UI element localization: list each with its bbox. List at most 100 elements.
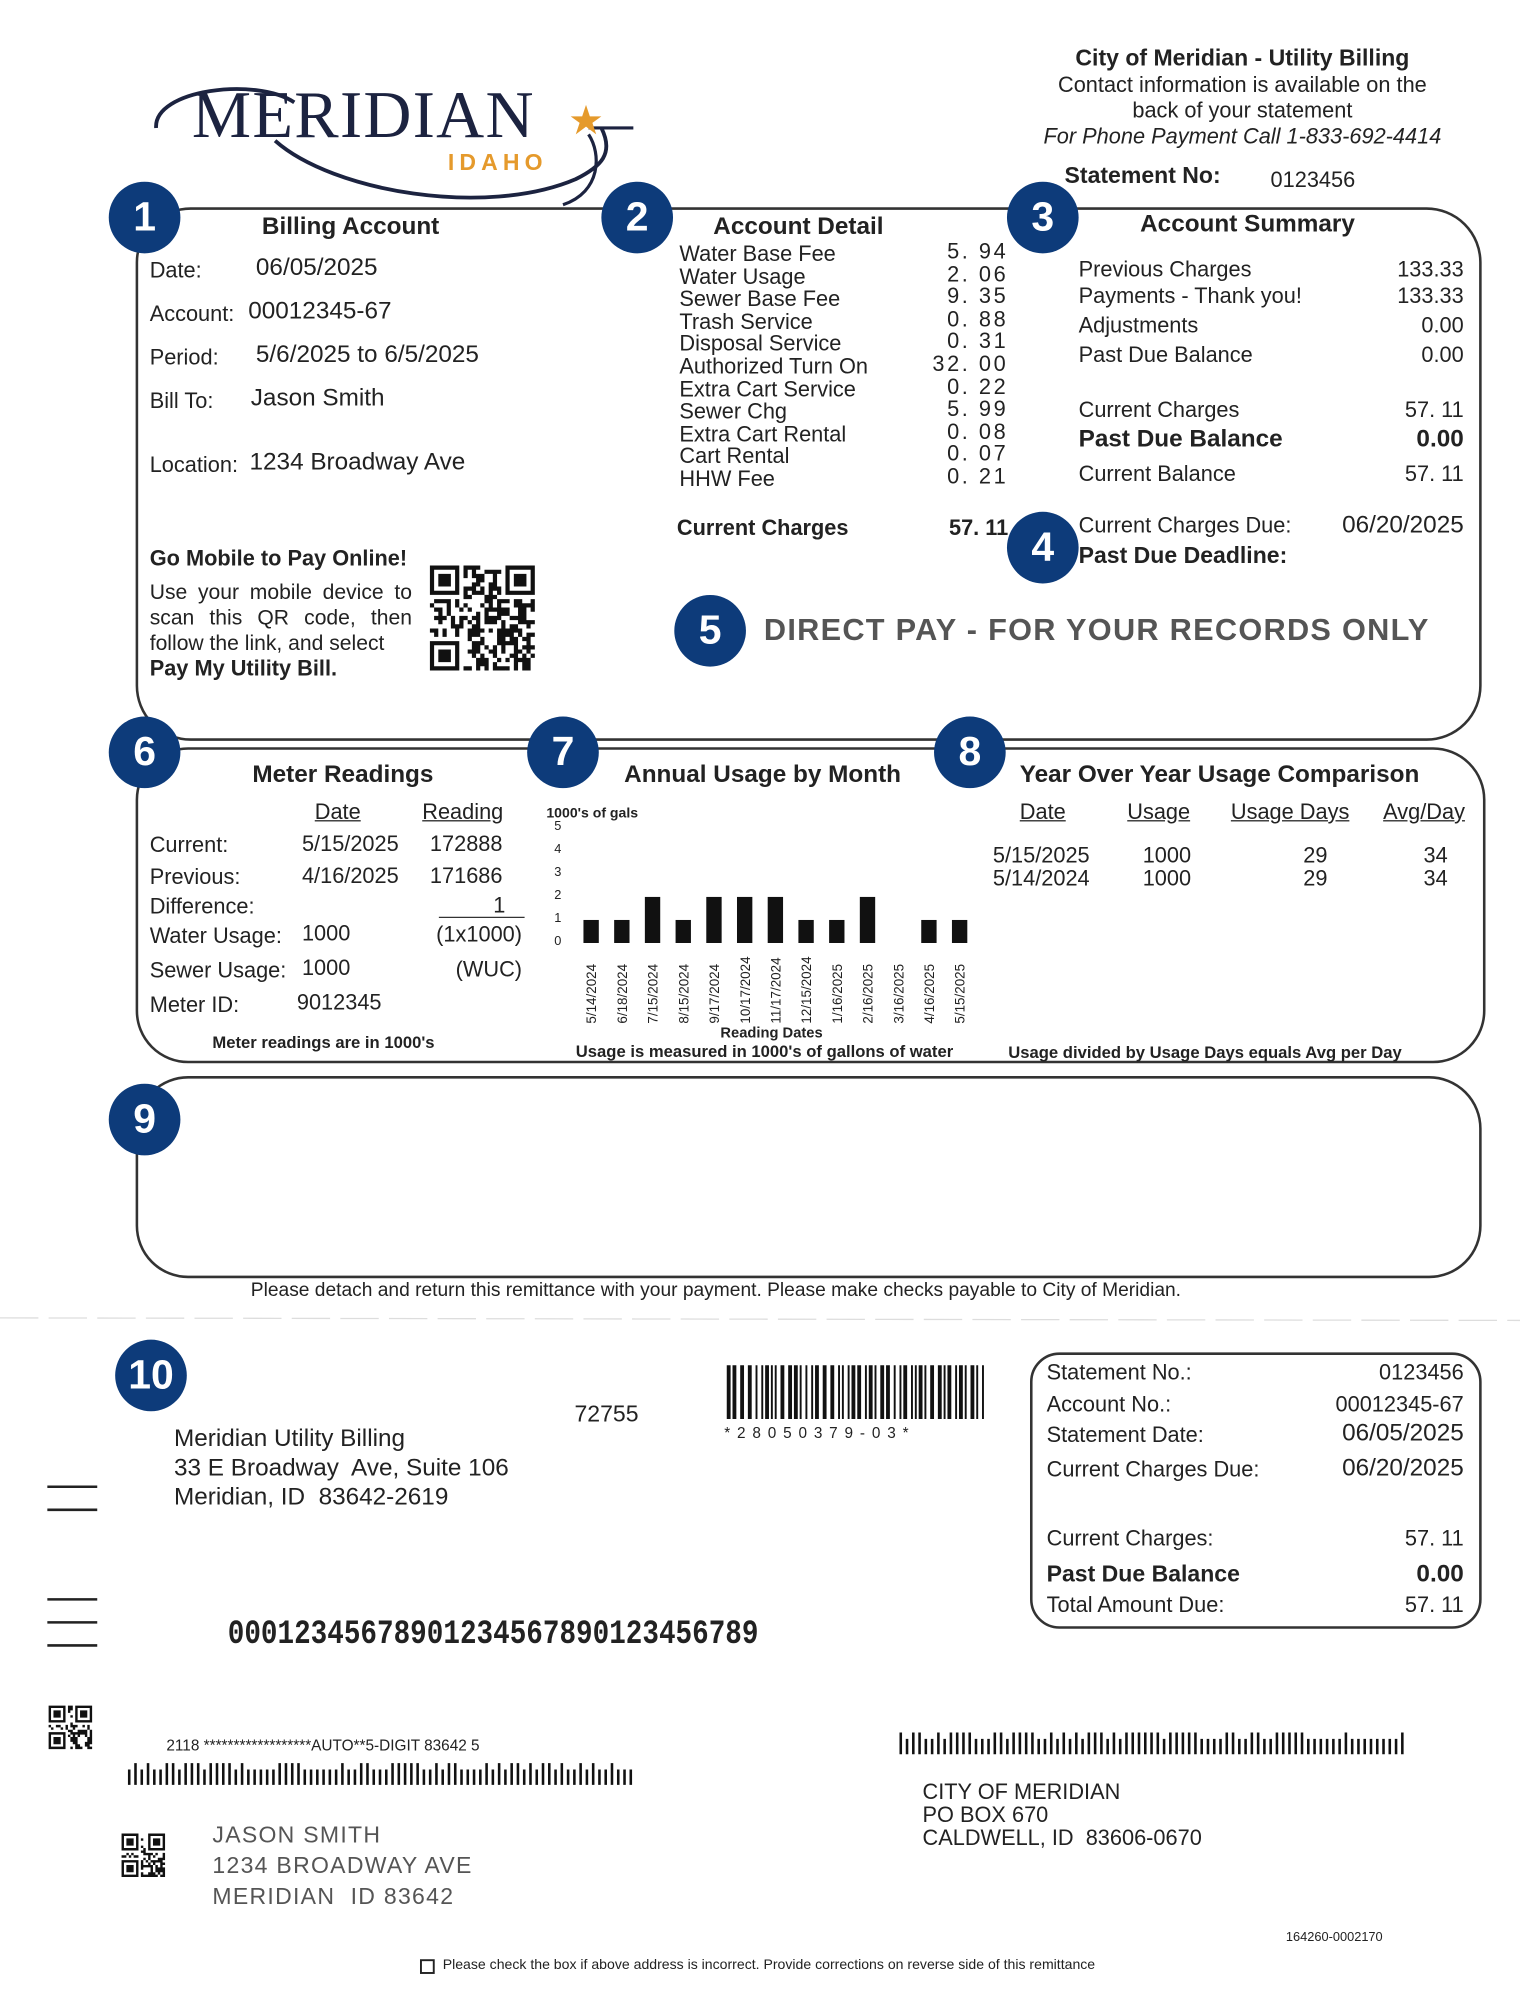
contact: back of your statement	[1132, 98, 1353, 123]
remit-value: 57. 11	[1404, 1592, 1464, 1618]
charge-value: 0. 88	[947, 306, 1009, 332]
field-label: Date:	[149, 258, 202, 283]
promo-text: Use your mobile device to scan this QR c…	[149, 580, 412, 656]
side-marks	[47, 1485, 98, 1647]
barcode-text: * 2 8 0 5 0 3 7 9 - 0 3 *	[724, 1424, 910, 1442]
x-tick-label: 7/15/2024	[646, 963, 661, 1023]
bar	[767, 896, 784, 943]
charge-label: Authorized Turn On	[679, 354, 869, 379]
check-note: Please check the box if above address is…	[442, 1957, 1096, 1973]
charge-value: 0. 08	[947, 419, 1009, 444]
chart-title: Annual Usage by Month	[624, 761, 902, 789]
marker-circle	[108, 716, 181, 789]
summary-value: 57. 11	[1404, 397, 1464, 423]
remit-value: 06/20/2025	[1342, 1454, 1464, 1482]
charge-label: Sewer Chg	[679, 399, 788, 424]
x-axis-label: Reading Dates	[720, 1026, 823, 1042]
phone: For Phone Payment Call 1-833-692-4414	[1043, 124, 1442, 149]
charge-label: Extra Cart Service	[679, 376, 856, 402]
checkbox[interactable]	[419, 1959, 435, 1974]
return-address: 33 E Broadway Ave, Suite 106	[174, 1454, 509, 1482]
total-label: Current Charges	[676, 515, 849, 540]
deadline-label: Past Due Deadline:	[1078, 542, 1288, 569]
yoy-days: 29	[1303, 866, 1328, 891]
charge-value: 0. 07	[947, 441, 1009, 467]
x-tick-label: 12/15/2024	[799, 956, 814, 1024]
field-value: 06/05/2025	[255, 254, 378, 282]
reading-label: Sewer Usage:	[149, 958, 287, 983]
qr-code	[48, 1705, 93, 1750]
section-title: Billing Account	[261, 213, 440, 241]
bar	[614, 919, 630, 943]
column-header: Reading	[422, 799, 504, 824]
reading-date: 4/16/2025	[301, 863, 399, 888]
summary-value: 133.33	[1397, 284, 1464, 309]
top-box	[135, 207, 1482, 741]
y-tick-label: 3	[554, 864, 561, 879]
footnote: Usage is measured in 1000's of gallons o…	[575, 1041, 954, 1061]
y-tick-label: 4	[554, 841, 561, 856]
x-tick-label: 8/15/2024	[676, 963, 691, 1023]
field-value: Jason Smith	[250, 385, 385, 412]
postal-barcode	[127, 1763, 633, 1785]
usage-note: (1x1000)	[436, 922, 523, 947]
due-label: Current Charges Due:	[1078, 513, 1292, 538]
logo-star	[570, 104, 602, 135]
postal-barcode	[899, 1732, 1404, 1755]
x-tick-label: 5/14/2024	[584, 963, 599, 1023]
remit-value: 0123456	[1379, 1360, 1464, 1385]
logo-text: MERIDIAN	[191, 79, 535, 153]
column-header: Date	[1019, 799, 1066, 824]
mail-code: 2118 ******************AUTO**5-DIGIT 836…	[166, 1736, 480, 1755]
bar	[798, 919, 814, 943]
promo-link[interactable]: Pay My Utility Bill.	[149, 656, 338, 681]
customer-address: MERIDIAN ID 83642	[212, 1883, 455, 1910]
charge-value: 0. 22	[947, 374, 1009, 399]
x-tick-label: 9/17/2024	[707, 963, 722, 1023]
marker-number: 4	[1031, 523, 1055, 570]
section-boxes	[135, 207, 1486, 1629]
marker-number: 10	[128, 1351, 174, 1398]
direct-pay: DIRECT PAY - FOR YOUR RECORDS ONLY	[763, 612, 1430, 648]
charge-value: 2. 06	[947, 261, 1009, 287]
marker-number: 7	[551, 728, 575, 775]
charge-label: Trash Service	[679, 309, 813, 334]
statement-label: Statement No:	[1064, 162, 1221, 189]
statement-no: 0123456	[1270, 167, 1356, 192]
column-header: Usage Days	[1230, 799, 1350, 824]
summary-label: Past Due Balance	[1078, 342, 1253, 368]
remit-value: 57. 11	[1404, 1526, 1464, 1551]
org-name: City of Meridian - Utility Billing	[1075, 44, 1410, 71]
remit-value: 00012345-67	[1335, 1392, 1464, 1417]
charge-label: Sewer Base Fee	[679, 286, 841, 312]
summary-label: Previous Charges	[1078, 257, 1252, 282]
summary-value: 133.33	[1397, 257, 1464, 282]
reading-label: Difference:	[149, 894, 255, 919]
reading-value: 171686	[429, 863, 503, 888]
y-tick-label: 0	[554, 933, 561, 948]
due-value: 06/20/2025	[1342, 511, 1464, 539]
usage-value: 9012345	[296, 990, 382, 1015]
charge-label: Cart Rental	[679, 444, 790, 469]
field-label: Bill To:	[149, 388, 214, 414]
remittance-note: Please detach and return this remittance…	[250, 1279, 1182, 1302]
remit-label: Statement No.:	[1046, 1360, 1192, 1385]
field-label: Location:	[149, 452, 238, 478]
reading-label: Previous:	[149, 864, 241, 890]
field-value: 1234 Broadway Ave	[249, 449, 466, 476]
bar	[921, 919, 937, 943]
x-tick-label: 3/16/2025	[891, 964, 906, 1024]
message-box	[135, 1076, 1482, 1279]
remit-label: Account No.:	[1046, 1392, 1172, 1417]
y-tick-label: 5	[554, 818, 561, 833]
reading-label: Water Usage:	[149, 923, 282, 949]
section-title: Year Over Year Usage Comparison	[1019, 761, 1420, 789]
x-tick-label: 5/15/2025	[953, 964, 968, 1024]
marker-circle	[1006, 181, 1079, 254]
field-label: Account:	[149, 301, 235, 327]
y-tick-label: 2	[554, 887, 561, 902]
column-header: Usage	[1127, 799, 1191, 824]
document-id: 164260-0002170	[1285, 1930, 1383, 1945]
